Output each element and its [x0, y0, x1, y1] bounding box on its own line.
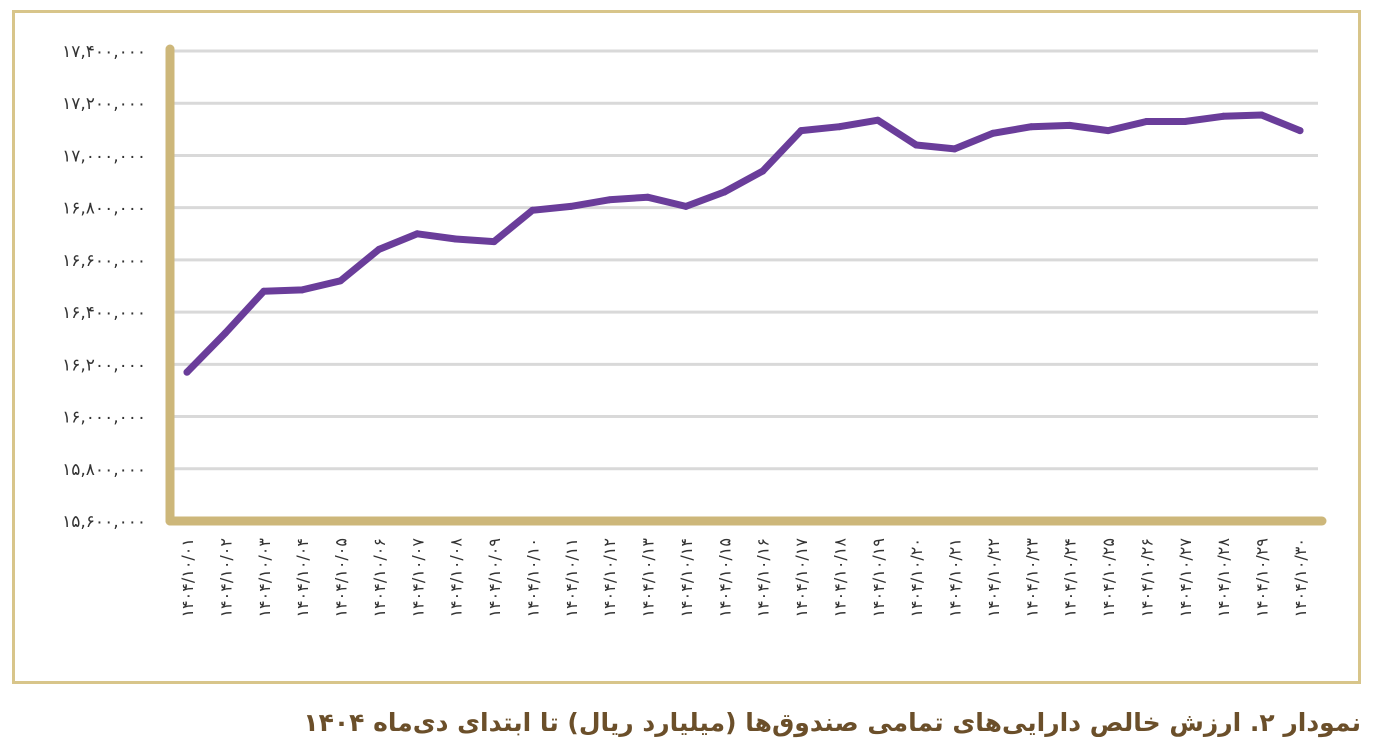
data-point	[720, 188, 728, 196]
x-tick-label: ۱۴۰۴/۱۰/۱۳	[639, 538, 658, 618]
x-tick-label: ۱۴۰۴/۱۰/۲۶	[1137, 538, 1156, 618]
y-tick-label: ۱۵,۶۰۰,۰۰۰	[62, 512, 146, 532]
data-point	[605, 196, 613, 204]
data-point	[682, 202, 690, 210]
data-point	[452, 235, 460, 243]
x-tick-label: ۱۴۰۴/۱۰/۱۵	[715, 538, 734, 618]
data-point	[797, 127, 805, 135]
x-tick-label: ۱۴۰۴/۱۰/۲۴	[1061, 538, 1080, 618]
x-tick-label: ۱۴۰۴/۱۰/۰۴	[293, 538, 312, 618]
x-tick-label: ۱۴۰۴/۱۰/۰۸	[447, 538, 466, 618]
x-tick-label: ۱۴۰۴/۱۰/۱۷	[792, 538, 811, 618]
x-tick-label: ۱۴۰۴/۱۰/۰۲	[216, 538, 235, 618]
chart-svg: ۱۵,۶۰۰,۰۰۰ ۱۵,۸۰۰,۰۰۰ ۱۶,۰۰۰,۰۰۰ ۱۶,۲۰۰,۰۰۰…	[62, 42, 1327, 618]
x-tick-label: ۱۴۰۴/۱۰/۰۱	[178, 538, 197, 618]
data-point	[375, 245, 383, 253]
y-tick-label: ۱۵,۸۰۰,۰۰۰	[62, 460, 146, 480]
x-tick-label: ۱۴۰۴/۱۰/۲۵	[1099, 538, 1118, 618]
x-tick-label: ۱۴۰۴/۱۰/۱۹	[869, 538, 888, 618]
data-point	[298, 286, 306, 294]
x-tick-label: ۱۴۰۴/۱۰/۰۵	[332, 538, 351, 618]
data-point	[221, 329, 229, 337]
data-point	[1258, 111, 1266, 119]
y-tick-label: ۱۷,۴۰۰,۰۰۰	[62, 42, 146, 62]
data-point	[413, 230, 421, 238]
x-tick-label: ۱۴۰۴/۱۰/۱۲	[600, 538, 619, 618]
y-tick-label: ۱۶,۸۰۰,۰۰۰	[62, 199, 146, 219]
data-point	[1142, 118, 1150, 125]
x-tick-label: ۱۴۰۴/۱۰/۲۱	[946, 538, 965, 618]
data-point	[1296, 127, 1304, 135]
x-tick-label: ۱۴۰۴/۱۰/۲۰	[907, 538, 926, 618]
data-point	[835, 123, 843, 131]
y-tick-label: ۱۷,۰۰۰,۰۰۰	[62, 146, 146, 166]
x-tick-label: ۱۴۰۴/۱۰/۰۷	[408, 538, 427, 618]
data-point	[1104, 127, 1112, 135]
x-tick-label: ۱۴۰۴/۱۰/۲۹	[1253, 538, 1272, 618]
x-tick-label: ۱۴۰۴/۱۰/۳۰	[1291, 538, 1310, 618]
x-tick-label: ۱۴۰۴/۱۰/۰۳	[255, 538, 274, 618]
x-tick-label: ۱۴۰۴/۱۰/۱۴	[677, 538, 696, 618]
y-tick-label: ۱۶,۶۰۰,۰۰۰	[62, 251, 146, 271]
x-tick-label: ۱۴۰۴/۱۰/۲۲	[984, 538, 1003, 618]
data-point	[874, 116, 882, 124]
x-tick-label: ۱۴۰۴/۱۰/۱۰	[523, 538, 542, 618]
data-point	[912, 141, 920, 149]
x-tick-label: ۱۴۰۴/۱۰/۰۶	[370, 538, 389, 618]
y-tick-label: ۱۶,۲۰۰,۰۰۰	[62, 355, 146, 375]
data-point	[1219, 112, 1227, 120]
x-tick-label: ۱۴۰۴/۱۰/۱۶	[754, 538, 773, 618]
data-point	[490, 238, 498, 246]
x-tick-label: ۱۴۰۴/۱۰/۱۸	[830, 538, 849, 618]
x-tick-label: ۱۴۰۴/۱۰/۱۱	[562, 538, 581, 618]
x-tick-label: ۱۴۰۴/۱۰/۰۹	[485, 538, 504, 618]
data-point	[528, 206, 536, 214]
x-tick-label: ۱۴۰۴/۱۰/۲۳	[1022, 538, 1041, 618]
data-point	[759, 167, 767, 175]
x-tick-label: ۱۴۰۴/۱۰/۲۸	[1214, 538, 1233, 618]
data-point	[951, 145, 959, 153]
y-tick-label: ۱۶,۰۰۰,۰۰۰	[62, 408, 146, 428]
data-point	[567, 202, 575, 210]
x-tick-label: ۱۴۰۴/۱۰/۲۷	[1176, 538, 1195, 618]
data-point	[1027, 123, 1035, 131]
data-point	[260, 287, 268, 295]
chart-caption: نمودار ۲. ارزش خالص دارایی‌های تمامی صند…	[303, 708, 1361, 737]
data-point	[1181, 118, 1189, 125]
series-line	[183, 111, 1304, 376]
data-point	[989, 129, 997, 137]
data-point	[1066, 121, 1074, 129]
y-tick-label: ۱۷,۲۰۰,۰۰۰	[62, 94, 146, 114]
data-point	[183, 368, 191, 376]
y-tick-label: ۱۶,۴۰۰,۰۰۰	[62, 303, 146, 323]
data-point	[337, 277, 345, 285]
data-point	[644, 193, 652, 201]
